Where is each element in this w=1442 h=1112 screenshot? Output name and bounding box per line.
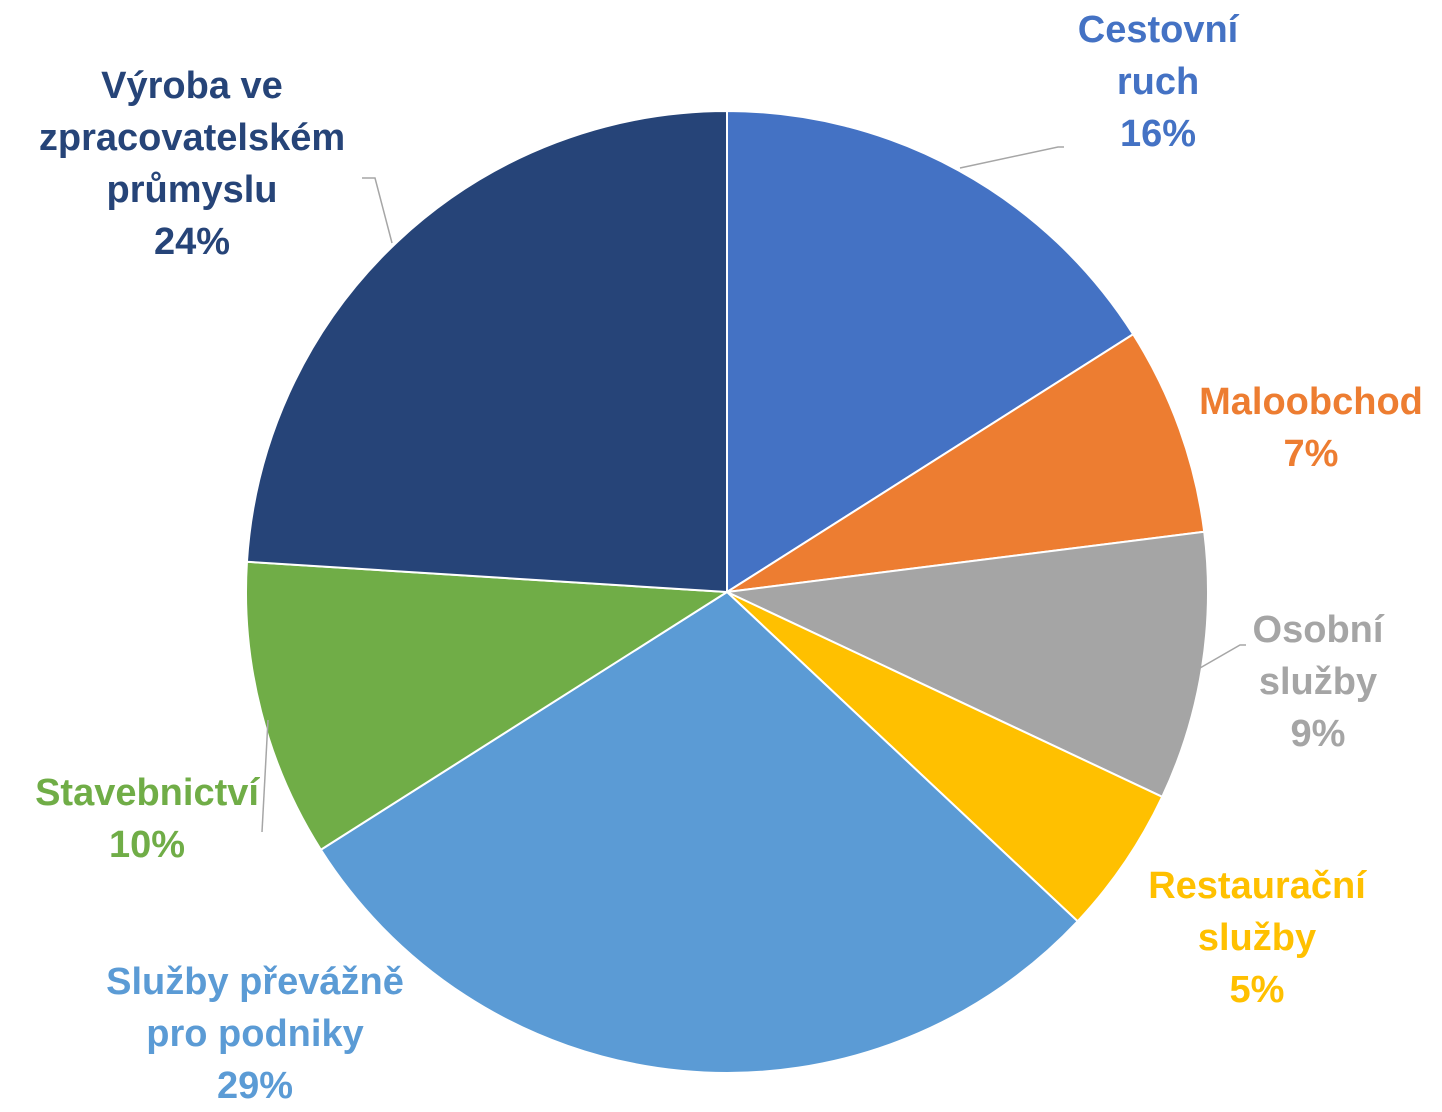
pie-slice [245,560,731,852]
slice-value-label: 10% [108,824,186,866]
slice-label: Služby převážně pro podniky [106,961,404,1055]
slice-label: Stavebnictví [35,772,259,814]
pie-slice [726,109,1135,594]
slice-value-label: 29% [216,1065,294,1107]
pie-slice [726,591,1164,923]
slice-label: Cestovní ruch [1077,9,1239,103]
slice-label: Osobní služby [1252,609,1384,703]
slice-value-label: 9% [1290,713,1346,755]
slice-value-label: 24% [153,221,231,263]
leader-line [1199,644,1246,669]
leader-line [959,146,1064,169]
slice-value-label: 16% [1119,113,1197,155]
slice-value-label: 7% [1283,433,1339,475]
leader-line [261,719,269,833]
pie-slice [245,109,728,594]
slice-label: Maloobchod [1199,381,1423,423]
slice-label: Výroba ve zpracovatelském průmyslu [38,65,346,211]
pie-slice [319,590,1080,1074]
pie-slice [726,332,1206,593]
slice-value-label: 5% [1229,969,1285,1011]
leader-line [362,177,393,244]
slice-label: Restaurační služby [1148,865,1366,959]
